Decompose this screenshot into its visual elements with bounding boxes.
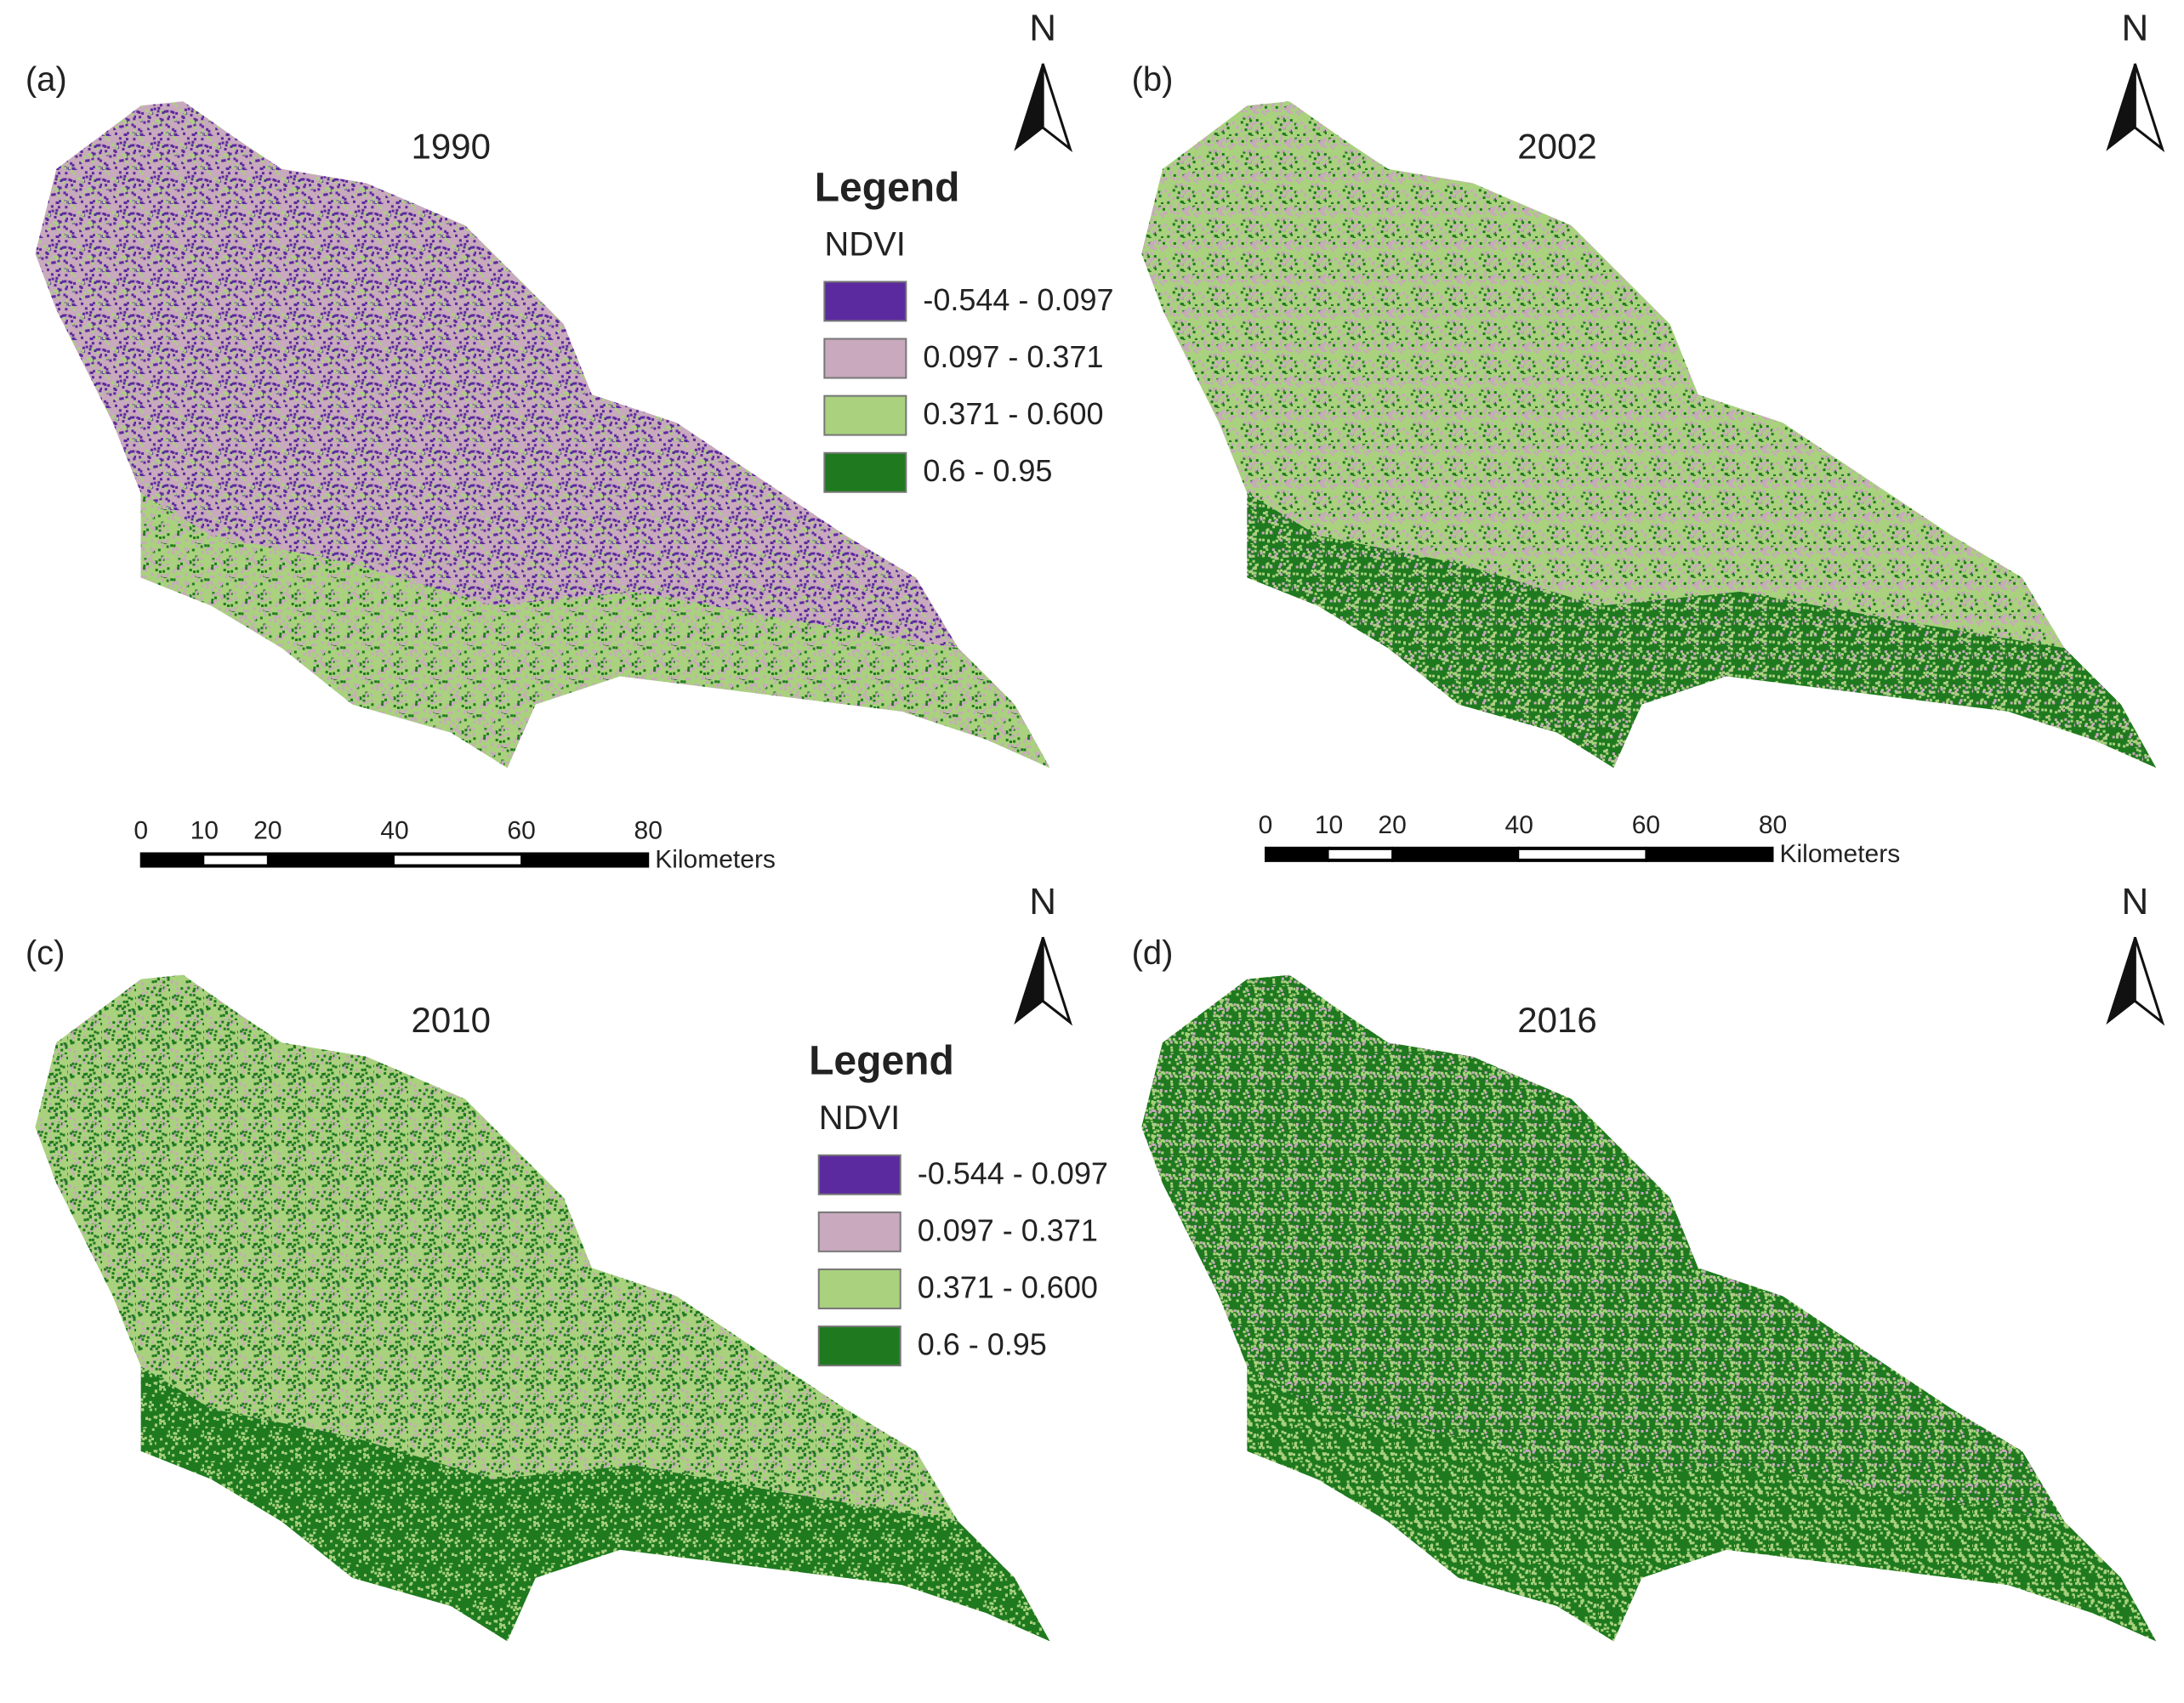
legend-swatch [817, 1211, 901, 1252]
north-arrow-right [2133, 936, 2165, 1026]
legend-title: Legend [815, 165, 960, 210]
north-arrow-left [1014, 63, 1044, 151]
legend-swatch [823, 395, 907, 436]
legend-label: 0.371 - 0.600 [923, 396, 1103, 431]
scale-tick-label: 60 [507, 816, 535, 844]
scale-tick-label: 20 [1378, 811, 1406, 839]
basin-south [140, 493, 1050, 769]
north-label: N [1029, 8, 1056, 49]
basin-south [140, 1366, 1050, 1642]
panel-label: (a) [26, 61, 67, 99]
north-label: N [2121, 881, 2148, 922]
basin-south [1247, 493, 2157, 769]
scale-tick-label: 40 [380, 816, 408, 844]
legend-swatch [817, 1154, 901, 1195]
panel-label: (c) [26, 934, 65, 972]
panel-title: 1990 [412, 127, 491, 167]
scale-tick-label: 0 [134, 816, 148, 844]
legend-label: -0.544 - 0.097 [923, 282, 1113, 317]
legend-label: 0.6 - 0.95 [918, 1327, 1047, 1362]
legend-swatch [817, 1326, 901, 1367]
scale-tick-label: 40 [1505, 811, 1533, 839]
scale-segment [204, 855, 268, 865]
scale-tick-label: 80 [1759, 811, 1787, 839]
north-arrow-right [2133, 63, 2165, 153]
scale-segment [1519, 849, 1647, 859]
legend-title: Legend [809, 1039, 954, 1084]
legend-swatch [823, 451, 907, 493]
scale-tick-label: 80 [634, 816, 663, 844]
legend-label: 0.097 - 0.371 [923, 339, 1103, 374]
scale-tick-label: 10 [1315, 811, 1343, 839]
legend-field: NDVI [819, 1099, 901, 1137]
scale-tick-label: 20 [253, 816, 282, 844]
scale-segment [394, 855, 522, 865]
north-label: N [1029, 881, 1056, 922]
scale-tick-label: 10 [191, 816, 219, 844]
scale-unit: Kilometers [655, 845, 776, 873]
panel-label: (b) [1132, 61, 1174, 99]
north-arrow-left [1014, 937, 1044, 1025]
north-arrow-left [2106, 937, 2136, 1025]
legend-label: 0.097 - 0.371 [918, 1212, 1098, 1247]
panel-title: 2010 [412, 1000, 491, 1040]
scale-tick-label: 0 [1259, 811, 1273, 839]
scale-segment [1328, 849, 1393, 859]
legend-label: -0.544 - 0.097 [918, 1155, 1108, 1190]
legend-label: 0.6 - 0.95 [923, 453, 1052, 488]
scale-unit: Kilometers [1780, 840, 1901, 868]
panel-title: 2016 [1517, 1000, 1596, 1040]
panel-title: 2002 [1517, 127, 1596, 167]
legend-swatch [823, 338, 907, 379]
legend-field: NDVI [824, 226, 906, 264]
legend-label: 0.371 - 0.600 [918, 1269, 1098, 1304]
north-arrow-right [1041, 936, 1073, 1026]
north-label: N [2121, 8, 2148, 49]
north-arrow-right [1041, 63, 1073, 153]
basin-south [1247, 1366, 2157, 1642]
scale-tick-label: 60 [1632, 811, 1660, 839]
panel-label: (d) [1132, 934, 1174, 972]
legend-swatch [817, 1268, 901, 1309]
north-arrow-left [2106, 63, 2136, 151]
legend-swatch [823, 281, 907, 322]
